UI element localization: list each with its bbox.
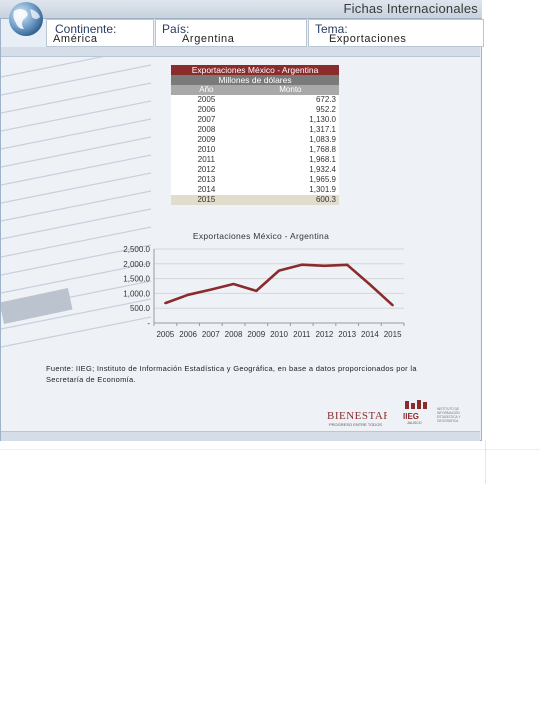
continent-value: América <box>53 33 98 45</box>
col-header-amount: Monto <box>241 85 339 95</box>
table-row: 2015 600.3 <box>171 195 339 205</box>
table-row: 2008 1,317.1 <box>171 125 339 135</box>
year-cell: 2015 <box>171 195 242 205</box>
amount-cell: 1,317.1 <box>241 125 339 135</box>
year-cell: 2007 <box>171 115 242 125</box>
amount-cell: 1,130.0 <box>241 115 339 125</box>
table-row: 2007 1,130.0 <box>171 115 339 125</box>
amount-cell: 1,965.9 <box>241 175 339 185</box>
svg-text:BIENESTAR: BIENESTAR <box>327 410 387 422</box>
data-point <box>164 301 167 305</box>
topic-label: Tema: <box>315 22 348 36</box>
year-cell: 2008 <box>171 125 242 135</box>
x-tick-label: 2008 <box>225 330 243 339</box>
data-point <box>323 264 326 268</box>
iieg-logo: IIEG JALISCO <box>403 400 427 425</box>
y-tick-label: 2,500.0 <box>123 245 150 254</box>
data-point <box>186 293 190 297</box>
year-cell: 2012 <box>171 165 242 175</box>
x-tick-label: 2007 <box>202 330 220 339</box>
year-cell: 2010 <box>171 145 242 155</box>
continent-field: Continente: América <box>46 19 154 47</box>
country-field: País: Argentina <box>155 19 307 47</box>
topic-field: Tema: Exportaciones <box>308 19 484 47</box>
table-row: 2012 1,932.4 <box>171 165 339 175</box>
svg-text:JALISCO: JALISCO <box>407 421 422 425</box>
data-point <box>277 269 281 272</box>
svg-text:PROGRESO ENTRE TODOS: PROGRESO ENTRE TODOS <box>329 422 382 427</box>
data-point <box>255 289 258 293</box>
background-paper-decoration <box>1 57 152 348</box>
year-cell: 2005 <box>171 95 242 105</box>
globe-icon <box>9 2 43 36</box>
x-tick-label: 2005 <box>156 330 174 339</box>
table-row: 2009 1,083.9 <box>171 135 339 145</box>
data-point <box>300 263 303 266</box>
data-point <box>368 283 372 286</box>
table-row: 2013 1,965.9 <box>171 175 339 185</box>
x-tick-label: 2013 <box>338 330 356 339</box>
y-tick-label: 1,500.0 <box>123 275 150 284</box>
svg-text:GEOGRÁFICA: GEOGRÁFICA <box>437 419 459 423</box>
y-tick-label: - <box>147 319 150 328</box>
data-point <box>391 304 394 307</box>
data-point <box>209 288 213 291</box>
svg-text:ESTADÍSTICA Y: ESTADÍSTICA Y <box>437 415 461 419</box>
source-note: Fuente: IIEG; Instituto de Información E… <box>46 364 417 384</box>
year-cell: 2009 <box>171 135 242 145</box>
institute-logo-text: INSTITUTO DE INFORMACIÓN ESTADÍSTICA Y G… <box>437 407 461 423</box>
amount-cell: 600.3 <box>241 195 339 205</box>
x-tick-label: 2014 <box>361 330 379 339</box>
y-tick-label: 2,000.0 <box>123 260 150 269</box>
x-tick-label: 2015 <box>384 330 402 339</box>
top-bar: Fichas Internacionales <box>0 0 482 19</box>
amount-cell: 672.3 <box>241 95 339 105</box>
site-title: Fichas Internacionales <box>343 1 478 16</box>
data-point <box>232 282 235 286</box>
amount-cell: 952.2 <box>241 105 339 115</box>
page-divider <box>0 449 540 450</box>
amount-cell: 1,968.1 <box>241 155 339 165</box>
topic-value: Exportaciones <box>329 33 407 45</box>
table-row: 2010 1,768.8 <box>171 145 339 155</box>
amount-cell: 1,932.4 <box>241 165 339 175</box>
country-label: País: <box>162 22 190 36</box>
page-divider-vertical <box>485 440 486 484</box>
exports-table: Exportaciones México - Argentina Millone… <box>171 65 339 205</box>
x-tick-label: 2011 <box>293 330 311 339</box>
table-row: 2006 952.2 <box>171 105 339 115</box>
amount-cell: 1,768.8 <box>241 145 339 155</box>
exports-line-chart: 2,500.0 2,000.0 1,500.0 1,000.0 500.0 -2005 20… <box>123 245 405 339</box>
table-row: 2011 1,968.1 <box>171 155 339 165</box>
table-row: 2014 1,301.9 <box>171 185 339 195</box>
year-cell: 2006 <box>171 105 242 115</box>
year-cell: 2014 <box>171 185 242 195</box>
year-cell: 2011 <box>171 155 242 165</box>
content-panel: Exportaciones México - Argentina Millone… <box>1 57 480 431</box>
table-title: Exportaciones México - Argentina <box>171 65 339 75</box>
footer-strip <box>1 431 480 441</box>
svg-text:INFORMACIÓN: INFORMACIÓN <box>437 410 460 415</box>
svg-text:IIEG: IIEG <box>403 412 419 421</box>
col-header-year: Año <box>171 85 242 95</box>
x-tick-label: 2009 <box>247 330 265 339</box>
svg-text:INSTITUTO DE: INSTITUTO DE <box>437 407 459 411</box>
y-tick-label: 500.0 <box>130 304 151 313</box>
table-row: 2005 672.3 <box>171 95 339 105</box>
header-strip <box>1 47 480 57</box>
y-tick-label: 1,000.0 <box>123 289 150 298</box>
amount-cell: 1,083.9 <box>241 135 339 145</box>
country-value: Argentina <box>182 33 235 45</box>
data-point <box>345 263 349 267</box>
bienestar-logo: BIENESTAR PROGRESO ENTRE TODOS <box>327 410 387 427</box>
chart-title: Exportaciones México - Argentina <box>192 231 330 241</box>
x-tick-label: 2006 <box>179 330 197 339</box>
table-subtitle: Millones de dólares <box>171 75 339 85</box>
continent-label: Continente: <box>55 22 117 36</box>
x-tick-label: 2012 <box>316 330 334 339</box>
amount-cell: 1,301.9 <box>241 185 339 195</box>
x-tick-label: 2010 <box>270 330 288 339</box>
year-cell: 2013 <box>171 175 242 185</box>
